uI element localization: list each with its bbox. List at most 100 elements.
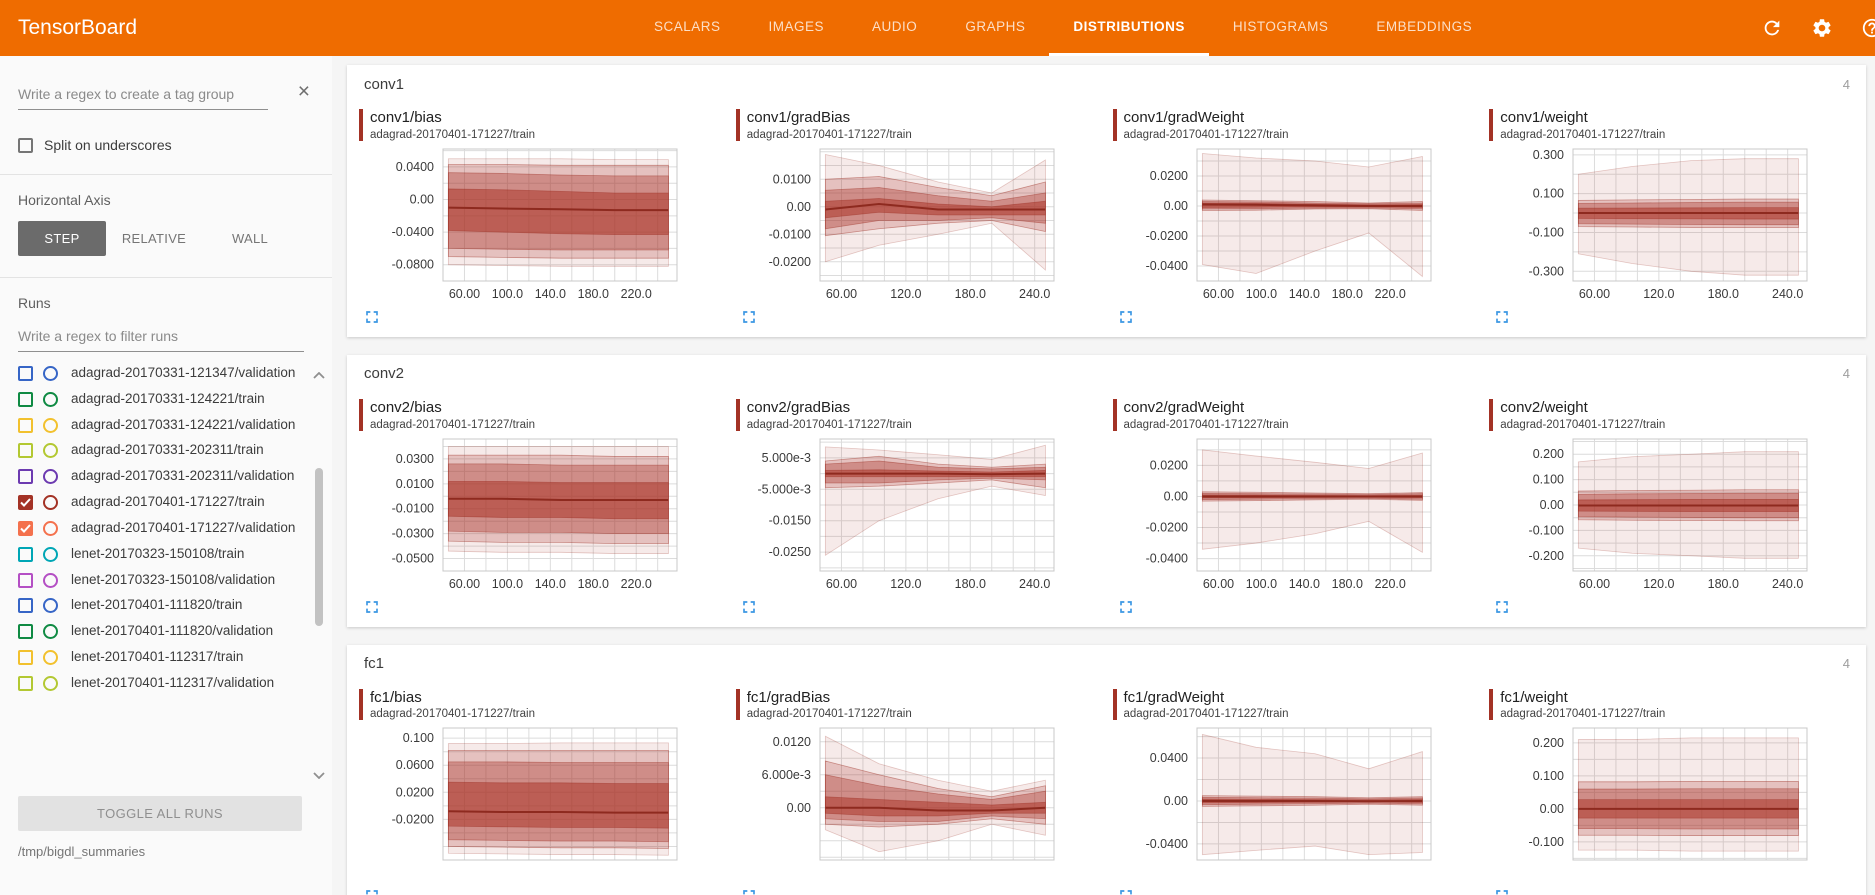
run-checkbox[interactable] bbox=[18, 391, 33, 407]
run-item[interactable]: lenet-20170401-112317/validation bbox=[18, 670, 310, 696]
runs-label: Runs bbox=[18, 295, 51, 311]
settings-gear-icon[interactable] bbox=[1811, 17, 1833, 39]
run-item[interactable]: adagrad-20170331-202311/train bbox=[18, 437, 310, 463]
expand-icon[interactable] bbox=[362, 886, 382, 895]
run-radio[interactable] bbox=[43, 366, 58, 381]
run-radio[interactable] bbox=[43, 572, 58, 588]
scroll-down-icon[interactable] bbox=[313, 766, 325, 784]
svg-text:-0.0500: -0.0500 bbox=[392, 551, 434, 565]
run-checkbox[interactable] bbox=[18, 598, 33, 614]
refresh-icon[interactable] bbox=[1761, 17, 1783, 39]
expand-icon[interactable] bbox=[1116, 597, 1136, 617]
run-checkbox[interactable] bbox=[18, 572, 33, 588]
svg-text:140.0: 140.0 bbox=[1288, 287, 1319, 301]
run-label: adagrad-20170331-124221/train bbox=[71, 390, 265, 406]
split-underscores-checkbox[interactable]: Split on underscores bbox=[18, 137, 332, 153]
run-checkbox[interactable] bbox=[18, 366, 33, 381]
expand-icon[interactable] bbox=[362, 597, 382, 617]
run-checkbox[interactable] bbox=[18, 624, 33, 640]
run-color-bar bbox=[1489, 398, 1494, 431]
svg-text:0.100: 0.100 bbox=[1533, 769, 1564, 783]
run-item[interactable]: lenet-20170401-111820/validation bbox=[18, 618, 310, 644]
expand-icon[interactable] bbox=[739, 886, 759, 895]
run-item[interactable]: adagrad-20170401-171227/train bbox=[18, 489, 310, 515]
expand-icon[interactable] bbox=[1492, 597, 1512, 617]
run-checkbox[interactable] bbox=[18, 675, 33, 691]
svg-text:120.0: 120.0 bbox=[890, 577, 921, 591]
run-radio[interactable] bbox=[43, 443, 58, 459]
run-item[interactable]: adagrad-20170331-124221/train bbox=[18, 386, 310, 412]
chart-title: conv1/gradWeight bbox=[1123, 109, 1245, 126]
chart-title: conv1/bias bbox=[370, 109, 442, 126]
tab-audio[interactable]: AUDIO bbox=[872, 19, 918, 34]
tag-regex-input[interactable] bbox=[18, 82, 268, 110]
charts-row: conv1/bias adagrad-20170401-171227/train… bbox=[347, 103, 1866, 337]
expand-icon[interactable] bbox=[1116, 307, 1136, 327]
axis-step-button[interactable]: STEP bbox=[18, 221, 106, 256]
expand-icon[interactable] bbox=[1116, 886, 1136, 895]
run-checkbox[interactable] bbox=[18, 649, 33, 665]
scroll-up-icon[interactable] bbox=[313, 366, 325, 384]
run-item[interactable]: adagrad-20170401-171227/validation bbox=[18, 515, 310, 541]
run-item[interactable]: adagrad-20170331-121347/validation bbox=[18, 360, 310, 386]
tab-images[interactable]: IMAGES bbox=[768, 19, 825, 34]
svg-text:0.00: 0.00 bbox=[1163, 199, 1187, 213]
svg-text:-0.0400: -0.0400 bbox=[1145, 837, 1187, 851]
distribution-plot: 0.0400 0.00 -0.0400 bbox=[1113, 723, 1476, 883]
run-label: lenet-20170401-112317/validation bbox=[71, 674, 275, 690]
runs-regex-input[interactable] bbox=[18, 324, 304, 352]
run-radio[interactable] bbox=[43, 495, 58, 511]
run-checkbox[interactable] bbox=[18, 469, 33, 485]
expand-icon[interactable] bbox=[739, 597, 759, 617]
tab-graphs[interactable]: GRAPHS bbox=[965, 19, 1026, 34]
axis-relative-button[interactable]: RELATIVE bbox=[106, 221, 202, 256]
run-item[interactable]: lenet-20170323-150108/validation bbox=[18, 567, 310, 593]
run-radio[interactable] bbox=[43, 546, 58, 562]
svg-text:0.00: 0.00 bbox=[1163, 489, 1187, 503]
run-checkbox[interactable] bbox=[18, 443, 33, 459]
run-label: adagrad-20170401-171227/validation bbox=[71, 519, 296, 535]
runs-scrollbar[interactable] bbox=[312, 364, 326, 788]
distribution-chart-card: conv2/gradBias adagrad-20170401-171227/t… bbox=[730, 398, 1107, 617]
run-radio[interactable] bbox=[43, 675, 58, 691]
expand-icon[interactable] bbox=[739, 307, 759, 327]
run-item[interactable]: lenet-20170401-111820/train bbox=[18, 592, 310, 618]
close-icon[interactable]: × bbox=[297, 80, 310, 103]
chart-title: fc1/gradBias bbox=[746, 688, 831, 706]
run-item[interactable]: lenet-20170323-150108/train bbox=[18, 541, 310, 567]
run-item[interactable]: lenet-20170401-112317/train bbox=[18, 644, 310, 670]
run-radio[interactable] bbox=[43, 469, 58, 485]
run-radio[interactable] bbox=[43, 391, 58, 407]
svg-text:-0.0200: -0.0200 bbox=[1145, 229, 1187, 243]
checkbox-icon[interactable] bbox=[18, 137, 33, 153]
tab-embeddings[interactable]: EMBEDDINGS bbox=[1376, 19, 1473, 34]
svg-text:0.100: 0.100 bbox=[1533, 186, 1564, 200]
help-icon[interactable] bbox=[1861, 17, 1875, 39]
svg-text:60.00: 60.00 bbox=[1202, 287, 1233, 301]
section-header[interactable]: fc1 4 bbox=[347, 645, 1866, 683]
run-item[interactable]: adagrad-20170331-124221/validation bbox=[18, 412, 310, 438]
scrollbar-thumb[interactable] bbox=[315, 468, 323, 626]
run-checkbox[interactable] bbox=[18, 417, 33, 433]
run-checkbox[interactable] bbox=[18, 546, 33, 562]
run-checkbox[interactable] bbox=[18, 520, 33, 536]
svg-text:100.0: 100.0 bbox=[1245, 577, 1276, 591]
run-radio[interactable] bbox=[43, 624, 58, 640]
expand-icon[interactable] bbox=[1492, 307, 1512, 327]
tab-scalars[interactable]: SCALARS bbox=[654, 19, 721, 34]
run-radio[interactable] bbox=[43, 417, 58, 433]
run-radio[interactable] bbox=[43, 520, 58, 536]
toggle-all-runs-button[interactable]: TOGGLE ALL RUNS bbox=[18, 796, 302, 831]
section-header[interactable]: conv2 4 bbox=[347, 355, 1866, 393]
chart-run-name: adagrad-20170401-171227/train bbox=[1500, 128, 1666, 141]
run-radio[interactable] bbox=[43, 649, 58, 665]
section-header[interactable]: conv1 4 bbox=[347, 65, 1866, 103]
run-item[interactable]: adagrad-20170331-202311/validation bbox=[18, 463, 310, 489]
run-radio[interactable] bbox=[43, 598, 58, 614]
expand-icon[interactable] bbox=[1492, 886, 1512, 895]
expand-icon[interactable] bbox=[362, 307, 382, 327]
axis-wall-button[interactable]: WALL bbox=[202, 221, 298, 256]
tab-distributions[interactable]: DISTRIBUTIONS bbox=[1049, 0, 1209, 56]
run-checkbox[interactable] bbox=[18, 495, 33, 511]
tab-histograms[interactable]: HISTOGRAMS bbox=[1232, 19, 1329, 34]
